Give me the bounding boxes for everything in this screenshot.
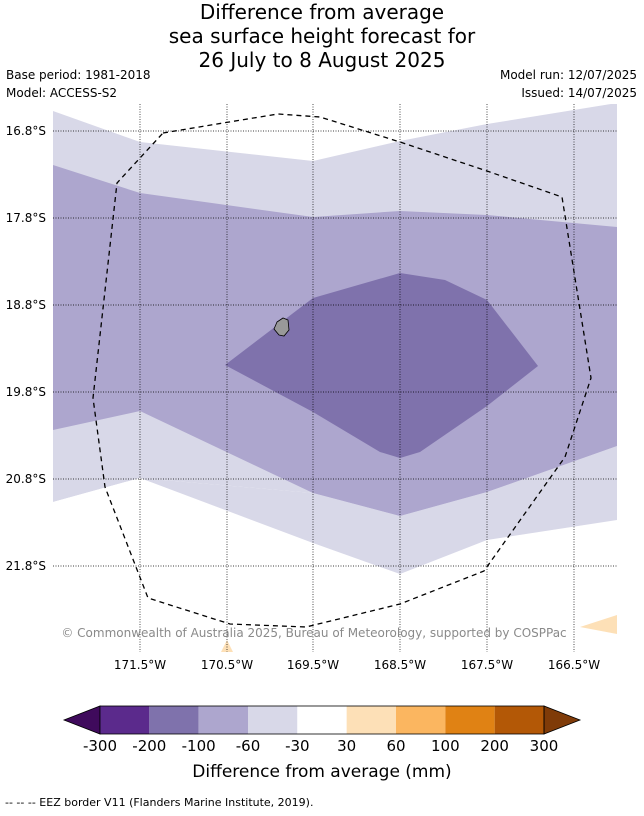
model-run: Model run: 12/07/2025: [499, 68, 637, 82]
copyright-text: © Commonwealth of Australia 2025, Bureau…: [61, 626, 566, 640]
colorbar-tick-label: 30: [337, 737, 357, 755]
longitude-label: 167.5°W: [461, 658, 513, 672]
meta-right: Model run: 12/07/2025 Issued: 14/07/2025: [500, 66, 637, 102]
colorbar-tick-label: 300: [529, 737, 559, 755]
colorbar: [62, 705, 582, 735]
title-line-1: Difference from average: [199, 0, 445, 24]
colorbar-tick-label: -100: [181, 737, 216, 755]
longitude-label: 170.5°W: [201, 658, 253, 672]
colorbar-title: Difference from average (mm): [192, 762, 452, 782]
map-panel: © Commonwealth of Australia 2025, Bureau…: [53, 104, 617, 652]
latitude-label: 20.8°S: [6, 472, 46, 486]
colorbar-segment: [198, 706, 248, 734]
colorbar-frame: [99, 705, 545, 735]
base-period: Base period: 1981-2018: [6, 68, 151, 82]
longitude-label: 166.5°W: [548, 658, 600, 672]
eez-legend: -- -- -- EEZ border V11 (Flanders Marine…: [5, 796, 314, 809]
colorbar-tick-label: -60: [235, 737, 261, 755]
map-title: Difference from average sea surface heig…: [0, 0, 644, 72]
colorbar-segment: [396, 706, 446, 734]
contour-band-positive-south: [221, 640, 233, 652]
latitude-label: 18.8°S: [6, 298, 46, 312]
colorbar-extend-low: [62, 705, 101, 735]
colorbar-segment: [100, 706, 150, 734]
contour-band-strong: [225, 273, 538, 458]
colorbar-extend-high: [543, 705, 582, 735]
eez-border: [92, 113, 592, 628]
meta-left: Base period: 1981-2018 Model: ACCESS-S2: [6, 66, 151, 102]
longitude-labels: 171.5°W 170.5°W 169.5°W 168.5°W 167.5°W 166.5…: [114, 658, 600, 672]
longitude-label: 171.5°W: [114, 658, 166, 672]
contour-band-light-south-2: [140, 446, 617, 574]
colorbar-tick-label: -300: [82, 737, 118, 755]
gridlines: [53, 104, 617, 652]
latitude-labels: 16.8°S 17.8°S 18.8°S 19.8°S 20.8°S 21.8°S: [6, 124, 46, 573]
latitude-label: 17.8°S: [6, 211, 46, 225]
colorbar-segment: [346, 706, 396, 734]
colorbar-tick-label: -30: [285, 737, 310, 755]
latitude-label: 16.8°S: [6, 124, 46, 138]
longitude-label: 168.5°W: [374, 658, 426, 672]
title-line-3: 26 July to 8 August 2025: [198, 48, 446, 72]
title-line-2: sea surface height forecast for: [168, 24, 476, 48]
colorbar-tick-label: 200: [480, 737, 509, 755]
colorbar-segment: [445, 706, 495, 734]
colorbar-segment: [297, 706, 347, 734]
colorbar-tick-label: -200: [132, 737, 167, 755]
latitude-label: 21.8°S: [6, 559, 46, 573]
niue-island: [273, 317, 290, 337]
colorbar-segment: [248, 706, 298, 734]
issued-date: Issued: 14/07/2025: [521, 86, 637, 100]
contour-band-positive-east: [580, 615, 617, 634]
colorbar-segment: [149, 706, 199, 734]
longitude-label: 169.5°W: [287, 658, 339, 672]
colorbar-tick-label: 60: [386, 737, 406, 755]
latitude-label: 19.8°S: [6, 385, 46, 399]
model-name: Model: ACCESS-S2: [6, 86, 118, 100]
colorbar-segment: [494, 706, 544, 734]
contour-band-light-south: [53, 478, 617, 600]
colorbar-tick-label: 100: [431, 737, 460, 755]
